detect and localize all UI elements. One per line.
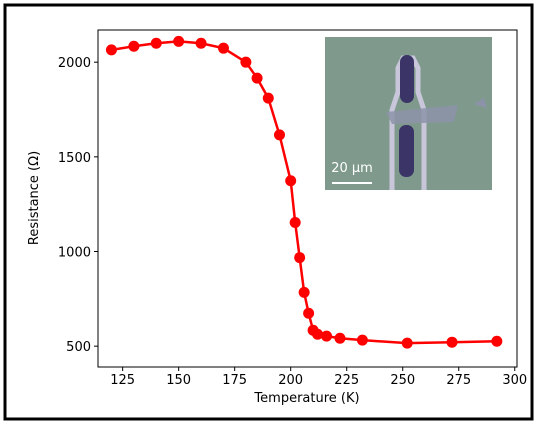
data-point xyxy=(334,332,346,344)
data-point xyxy=(312,328,324,340)
data-point xyxy=(262,92,274,104)
x-tick-label: 125 xyxy=(110,373,135,388)
x-tick-label: 200 xyxy=(278,373,303,388)
data-point xyxy=(105,44,117,56)
data-point xyxy=(251,72,263,84)
x-axis-label: Temperature (K) xyxy=(253,391,359,406)
data-point xyxy=(195,37,207,49)
data-point xyxy=(240,56,252,68)
x-tick-label: 300 xyxy=(502,373,527,388)
data-point xyxy=(401,337,413,349)
data-point xyxy=(356,334,368,346)
data-point xyxy=(150,37,162,49)
y-tick-label: 1000 xyxy=(58,246,91,261)
data-point xyxy=(173,35,185,47)
data-point xyxy=(217,42,229,54)
y-tick-label: 2000 xyxy=(58,56,91,71)
data-point xyxy=(298,286,310,298)
data-point xyxy=(491,335,503,347)
data-point xyxy=(285,175,297,187)
inset-image: 20 µm xyxy=(325,37,492,190)
axes-box xyxy=(97,29,518,368)
data-point xyxy=(446,336,458,348)
data-point xyxy=(128,40,140,52)
x-tick-label: 150 xyxy=(166,373,191,388)
data-point xyxy=(303,307,315,319)
x-tick-label: 275 xyxy=(446,373,471,388)
data-point xyxy=(273,129,285,141)
data-point xyxy=(294,252,306,264)
y-tick-label: 1500 xyxy=(58,151,91,166)
y-axis-label: Resistance (Ω) xyxy=(27,151,42,245)
x-tick-label: 250 xyxy=(390,373,415,388)
data-point xyxy=(321,330,333,342)
y-tick-label: 500 xyxy=(66,340,91,355)
x-tick-label: 175 xyxy=(222,373,247,388)
scale-label: 20 µm xyxy=(331,161,373,176)
x-tick-label: 225 xyxy=(334,373,359,388)
data-point xyxy=(289,217,301,229)
